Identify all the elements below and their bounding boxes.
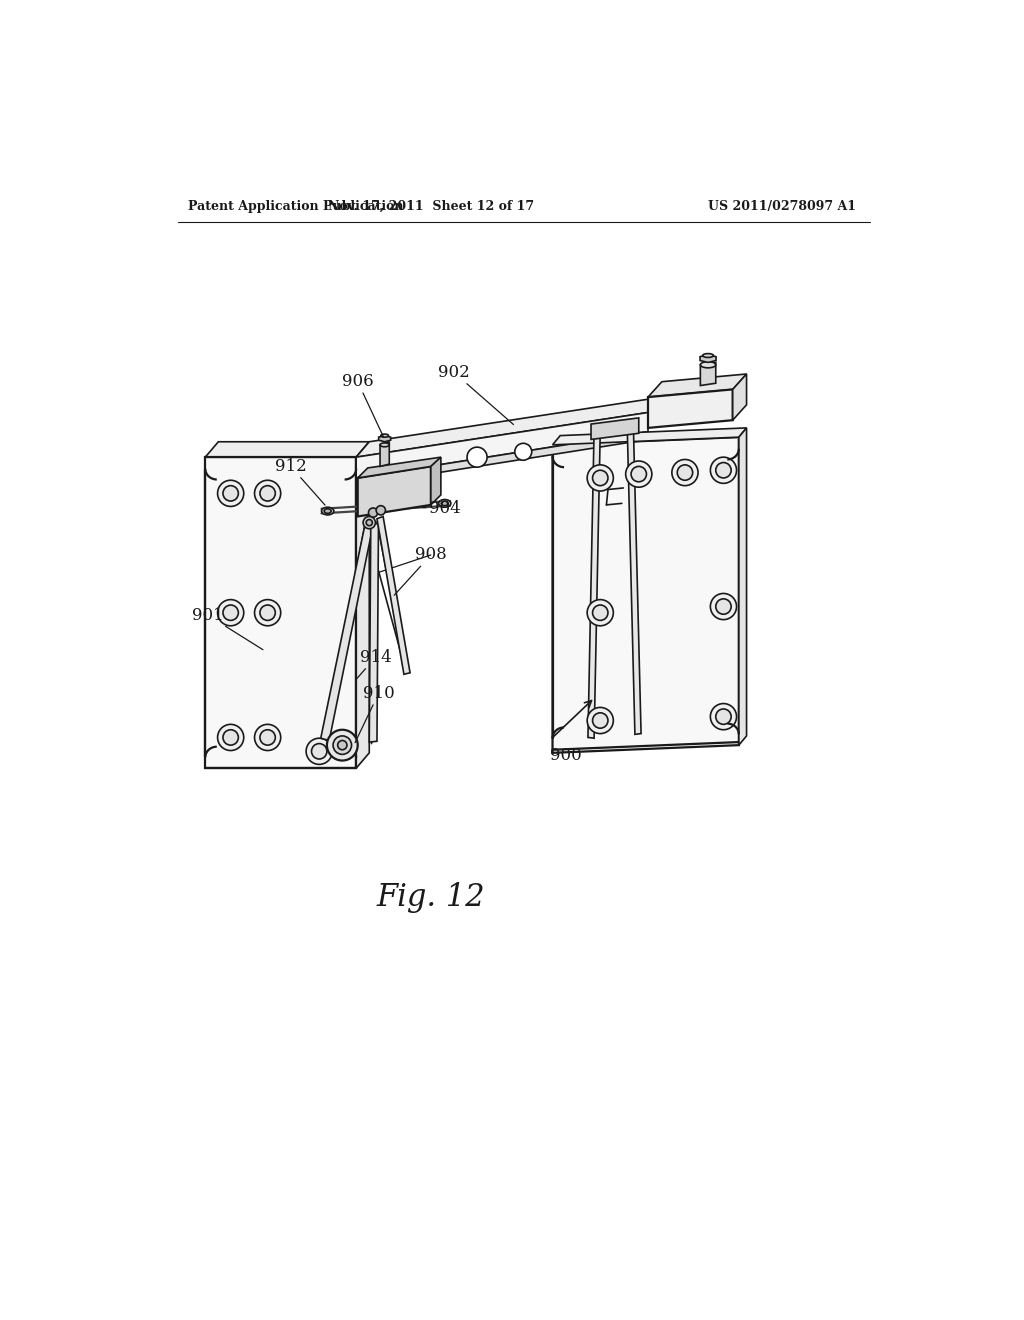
Circle shape bbox=[217, 480, 244, 507]
Text: 902: 902 bbox=[438, 364, 513, 425]
Ellipse shape bbox=[322, 507, 334, 515]
Text: 908: 908 bbox=[394, 546, 446, 595]
Circle shape bbox=[306, 738, 333, 764]
Text: Nov. 17, 2011  Sheet 12 of 17: Nov. 17, 2011 Sheet 12 of 17 bbox=[328, 199, 534, 213]
Polygon shape bbox=[357, 466, 431, 516]
Polygon shape bbox=[700, 363, 716, 385]
Circle shape bbox=[467, 447, 487, 467]
Text: 912: 912 bbox=[274, 458, 325, 506]
Circle shape bbox=[716, 599, 731, 614]
Circle shape bbox=[593, 470, 608, 486]
Text: 900: 900 bbox=[550, 747, 582, 764]
Polygon shape bbox=[648, 389, 733, 428]
Circle shape bbox=[223, 730, 239, 744]
Circle shape bbox=[367, 520, 373, 525]
Polygon shape bbox=[591, 418, 639, 440]
Circle shape bbox=[311, 743, 327, 759]
Circle shape bbox=[338, 741, 347, 750]
Circle shape bbox=[677, 465, 692, 480]
Polygon shape bbox=[356, 432, 648, 486]
Ellipse shape bbox=[700, 362, 716, 368]
Polygon shape bbox=[356, 397, 662, 457]
Polygon shape bbox=[648, 374, 746, 397]
Ellipse shape bbox=[441, 502, 449, 506]
Polygon shape bbox=[553, 437, 739, 752]
Circle shape bbox=[587, 465, 613, 491]
Circle shape bbox=[217, 599, 244, 626]
Polygon shape bbox=[205, 442, 370, 457]
Circle shape bbox=[260, 605, 275, 620]
Circle shape bbox=[369, 508, 378, 517]
Circle shape bbox=[631, 466, 646, 482]
Circle shape bbox=[711, 457, 736, 483]
Circle shape bbox=[587, 599, 613, 626]
Polygon shape bbox=[553, 428, 746, 445]
Circle shape bbox=[587, 708, 613, 734]
Circle shape bbox=[716, 462, 731, 478]
Polygon shape bbox=[377, 516, 410, 675]
Circle shape bbox=[593, 605, 608, 620]
Circle shape bbox=[255, 480, 281, 507]
Ellipse shape bbox=[381, 434, 388, 437]
Text: 914: 914 bbox=[355, 649, 391, 680]
Polygon shape bbox=[379, 436, 391, 442]
Text: 904: 904 bbox=[422, 500, 461, 517]
Polygon shape bbox=[205, 457, 356, 768]
Circle shape bbox=[255, 725, 281, 751]
Circle shape bbox=[376, 506, 385, 515]
Ellipse shape bbox=[702, 354, 714, 358]
Circle shape bbox=[223, 605, 239, 620]
Circle shape bbox=[364, 516, 376, 529]
Circle shape bbox=[255, 599, 281, 626]
Circle shape bbox=[333, 737, 351, 755]
Circle shape bbox=[711, 594, 736, 619]
Polygon shape bbox=[380, 442, 389, 466]
Polygon shape bbox=[431, 457, 441, 506]
Polygon shape bbox=[321, 523, 373, 741]
Polygon shape bbox=[700, 355, 716, 363]
Polygon shape bbox=[733, 374, 746, 420]
Ellipse shape bbox=[438, 499, 451, 507]
Circle shape bbox=[593, 713, 608, 729]
Text: Patent Application Publication: Patent Application Publication bbox=[188, 199, 403, 213]
Polygon shape bbox=[370, 523, 379, 742]
Circle shape bbox=[217, 725, 244, 751]
Circle shape bbox=[260, 730, 275, 744]
Polygon shape bbox=[356, 412, 648, 478]
Polygon shape bbox=[588, 429, 600, 738]
Text: 906: 906 bbox=[342, 374, 383, 437]
Text: Fig. 12: Fig. 12 bbox=[377, 882, 485, 913]
Circle shape bbox=[626, 461, 652, 487]
Text: US 2011/0278097 A1: US 2011/0278097 A1 bbox=[708, 199, 856, 213]
Ellipse shape bbox=[380, 444, 389, 446]
Circle shape bbox=[716, 709, 731, 725]
Polygon shape bbox=[628, 425, 641, 734]
Ellipse shape bbox=[325, 508, 331, 513]
Circle shape bbox=[260, 486, 275, 502]
Circle shape bbox=[672, 459, 698, 486]
Circle shape bbox=[711, 704, 736, 730]
Text: 901: 901 bbox=[191, 606, 263, 649]
Circle shape bbox=[223, 486, 239, 502]
Polygon shape bbox=[357, 457, 441, 478]
Circle shape bbox=[515, 444, 531, 461]
Polygon shape bbox=[356, 442, 370, 768]
Polygon shape bbox=[739, 428, 746, 744]
Text: 910: 910 bbox=[355, 685, 394, 743]
Circle shape bbox=[327, 730, 357, 760]
